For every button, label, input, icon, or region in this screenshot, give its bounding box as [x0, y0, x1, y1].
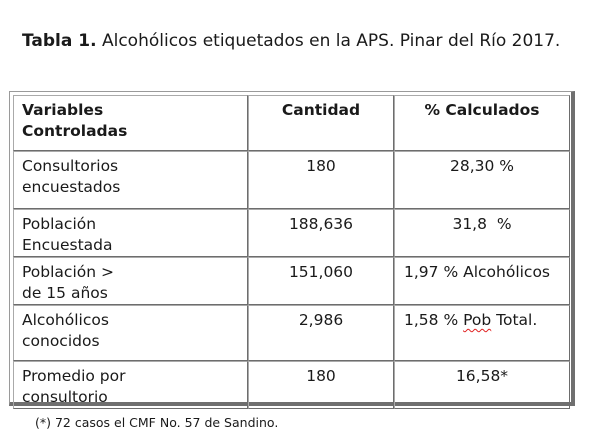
cell-calculado: 1,58 % Pob Total. [394, 305, 570, 361]
cell-variable: Alcohólicos conocidos [13, 305, 248, 361]
header-cantidad: Cantidad [248, 95, 394, 151]
cell-cantidad: 151,060 [248, 257, 394, 305]
data-table-frame: Variables Controladas Cantidad % Calcula… [9, 91, 575, 409]
table-row: Población > de 15 años 151,060 1,97 % Al… [13, 257, 570, 305]
caption-lead: Tabla 1. [22, 31, 97, 51]
cell-variable: Población Encuestada [13, 209, 248, 257]
spellcheck-flagged-word: Pob [463, 311, 492, 329]
header-calculados: % Calculados [394, 95, 570, 151]
cell-calculado: 1,97 % Alcohólicos [394, 257, 570, 305]
data-table: Variables Controladas Cantidad % Calcula… [13, 95, 570, 409]
caption-text: Alcohólicos etiquetados en la APS. Pinar… [96, 31, 561, 51]
table-row: Consultorios encuestados 180 28,30 % [13, 151, 570, 209]
table-header-row: Variables Controladas Cantidad % Calcula… [13, 95, 570, 151]
table-footnote: (*) 72 casos el CMF No. 57 de Sandino. [35, 415, 279, 430]
cell-calculado: 16,58* [394, 361, 570, 409]
cell-cantidad: 180 [248, 361, 394, 409]
header-variables: Variables Controladas [13, 95, 248, 151]
cell-cantidad: 2,986 [248, 305, 394, 361]
cell-cantidad: 180 [248, 151, 394, 209]
table-row: Población Encuestada 188,636 31,8 % [13, 209, 570, 257]
cell-variable: Promedio por consultorio [13, 361, 248, 409]
cell-cantidad: 188,636 [248, 209, 394, 257]
table-row: Alcohólicos conocidos 2,986 1,58 % Pob T… [13, 305, 570, 361]
cell-variable: Consultorios encuestados [13, 151, 248, 209]
cell-variable: Población > de 15 años [13, 257, 248, 305]
table-caption: Tabla 1. Alcohólicos etiquetados en la A… [22, 31, 560, 51]
cell-calculado: 31,8 % [394, 209, 570, 257]
cell-calculado: 28,30 % [394, 151, 570, 209]
table-row: Promedio por consultorio 180 16,58* [13, 361, 570, 409]
